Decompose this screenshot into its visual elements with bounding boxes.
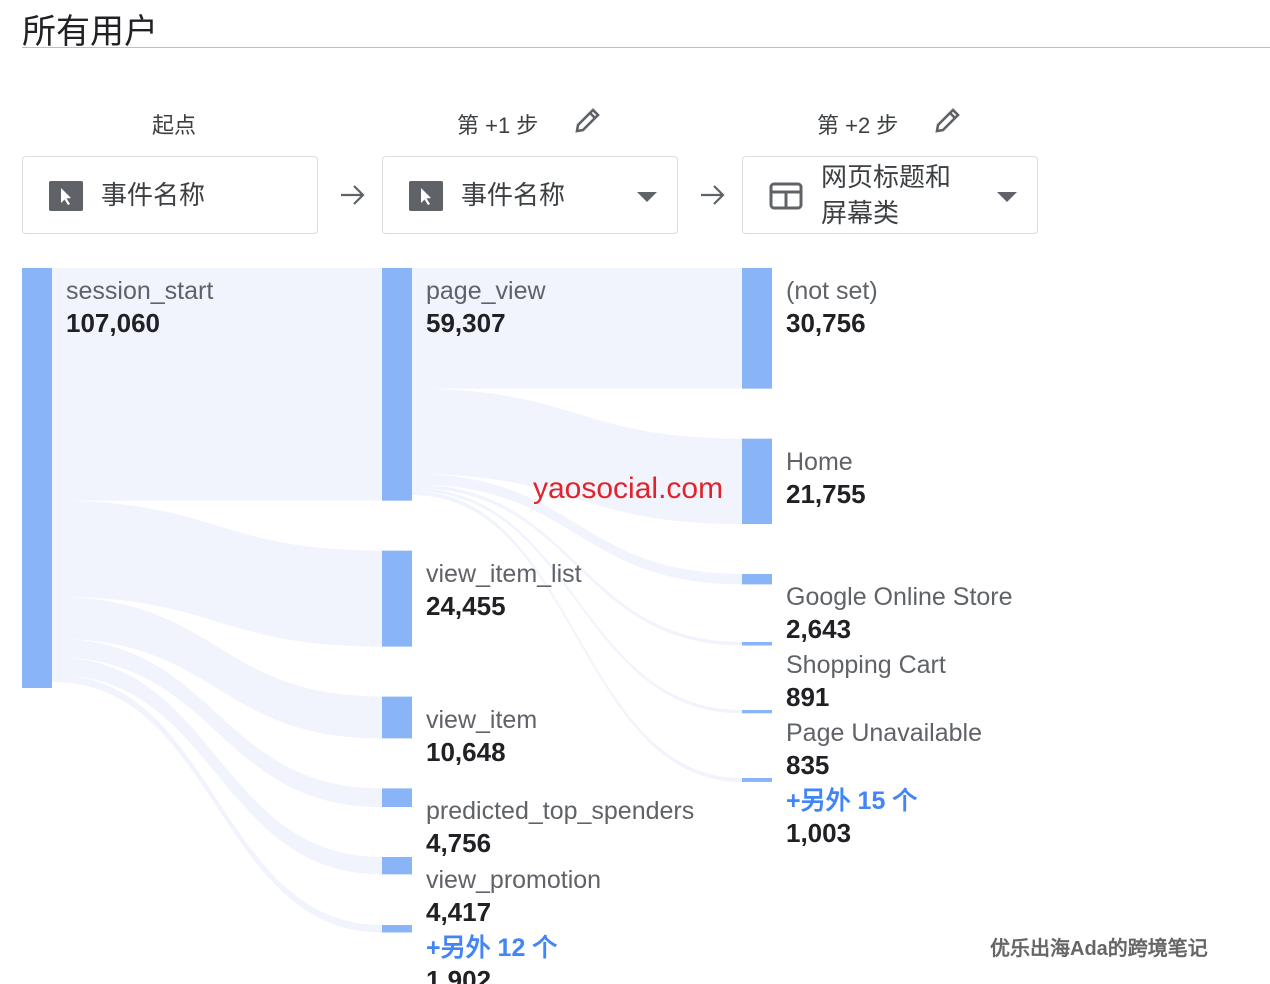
node-bar[interactable]: [742, 778, 772, 782]
node-bar[interactable]: [742, 574, 772, 585]
node-name: view_promotion: [426, 866, 602, 895]
node-name: view_item_list: [426, 559, 582, 588]
node-name: Google Online Store: [786, 583, 1013, 611]
flow-start-to-0: [52, 268, 382, 501]
node-name: Home: [786, 447, 853, 476]
node-name: Page Unavailable: [786, 719, 982, 747]
cursor-icon: [409, 181, 443, 211]
step-label-1: 第 +1 步: [457, 113, 539, 138]
edit-step-1-pencil-icon[interactable]: [572, 106, 602, 136]
node-bar[interactable]: [382, 550, 412, 647]
node-name: page_view: [426, 277, 546, 305]
node-value: 835: [786, 750, 830, 780]
node-value: 891: [786, 682, 830, 712]
flow-step1-to-2: [412, 474, 742, 585]
step-2-dimension-dropdown[interactable]: 网页标题和 屏幕类: [742, 156, 1038, 234]
node-value: 30,756: [786, 308, 866, 338]
node-value: 59,307: [426, 308, 506, 338]
node-label: Page Unavailable 835: [786, 717, 982, 781]
node-label[interactable]: +另外 15 个 1,003: [786, 785, 917, 849]
step-label-start: 起点: [152, 113, 197, 138]
flow-start-to-2: [52, 596, 382, 739]
node-bar[interactable]: [382, 925, 412, 933]
node-label[interactable]: +另外 12 个 1,902: [426, 932, 557, 984]
node-bar[interactable]: [742, 438, 772, 525]
node-label: Shopping Cart 891: [786, 649, 946, 713]
flow-start-to-1: [52, 500, 382, 647]
node-value: 24,455: [426, 590, 506, 621]
dimension-label: 事件名称: [461, 180, 566, 210]
node-label: page_view 59,307: [426, 275, 546, 339]
dimension-label-line1: 网页标题和: [821, 162, 952, 192]
node-value: 107,060: [66, 308, 160, 338]
page-layout-icon: [769, 182, 803, 210]
flow-start-to-3: [52, 638, 382, 808]
more-nodes-link[interactable]: +另外 12 个: [426, 934, 558, 963]
flow-step1-to-3: [412, 484, 742, 646]
flow-step1-to-4: [412, 487, 742, 714]
flow-step1-to-1: [412, 388, 742, 525]
node-label: view_promotion 4,417: [426, 864, 601, 928]
node-label: predicted_top_spenders 4,756: [426, 795, 694, 859]
node-bar[interactable]: [382, 268, 412, 501]
title-divider: [22, 47, 1270, 48]
watermark-author: 优乐出海Ada的跨境笔记: [990, 938, 1208, 960]
node-label: session_start 107,060: [66, 275, 213, 339]
node-bar[interactable]: [22, 268, 52, 688]
node-name: predicted_top_spenders: [426, 797, 695, 826]
node-label: view_item 10,648: [426, 704, 537, 768]
flow-start-to-4: [52, 657, 382, 875]
node-value: 1,902: [426, 965, 492, 984]
node-value: 4,756: [426, 828, 492, 859]
step-label-2: 第 +2 步: [817, 113, 899, 138]
flow-step1-to-5: [412, 491, 742, 782]
more-nodes-link[interactable]: +另外 15 个: [786, 787, 918, 815]
node-value: 4,417: [426, 897, 492, 928]
node-name: Shopping Cart: [786, 651, 946, 679]
node-bar[interactable]: [382, 788, 412, 808]
node-value: 10,648: [426, 736, 506, 767]
start-dimension-box: 事件名称: [22, 156, 318, 234]
node-bar[interactable]: [742, 268, 772, 389]
watermark-site: yaosocial.com: [533, 472, 724, 505]
flow-start-to-5: [52, 674, 382, 933]
node-label: (not set) 30,756: [786, 275, 878, 339]
node-name: view_item: [426, 705, 538, 734]
node-bar[interactable]: [382, 696, 412, 739]
node-bar[interactable]: [742, 710, 772, 714]
dropdown-caret-icon: [997, 192, 1017, 202]
cursor-icon: [49, 181, 83, 211]
arrow-right-icon: [701, 185, 725, 205]
node-label: view_item_list 24,455: [426, 558, 582, 622]
edit-step-2-pencil-icon[interactable]: [932, 106, 962, 136]
node-value: 21,755: [786, 478, 866, 509]
node-value: 1,003: [786, 818, 852, 848]
node-bar[interactable]: [742, 642, 772, 646]
step-1-dimension-dropdown[interactable]: 事件名称: [382, 156, 678, 234]
node-name: (not set): [786, 277, 878, 305]
dropdown-caret-icon: [637, 192, 657, 202]
flow-step1-to-0: [412, 268, 742, 389]
node-value: 2,643: [786, 614, 852, 644]
arrow-right-icon: [341, 185, 365, 205]
node-bar[interactable]: [382, 857, 412, 875]
node-name: session_start: [66, 277, 214, 305]
segment-title: 所有用户: [22, 13, 158, 51]
node-label: Google Online Store 2,643: [786, 581, 1013, 645]
dimension-label-line2: 屏幕类: [821, 198, 900, 228]
dimension-label: 事件名称: [101, 180, 206, 210]
node-label: Home 21,755: [786, 446, 866, 510]
